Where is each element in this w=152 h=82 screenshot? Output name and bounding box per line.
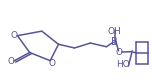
Text: O: O <box>116 48 123 57</box>
Text: O: O <box>49 59 56 68</box>
Text: OH: OH <box>108 27 122 36</box>
Text: B: B <box>111 37 118 47</box>
Text: O: O <box>11 31 18 40</box>
Text: O: O <box>7 57 14 66</box>
Text: HO: HO <box>116 60 130 69</box>
